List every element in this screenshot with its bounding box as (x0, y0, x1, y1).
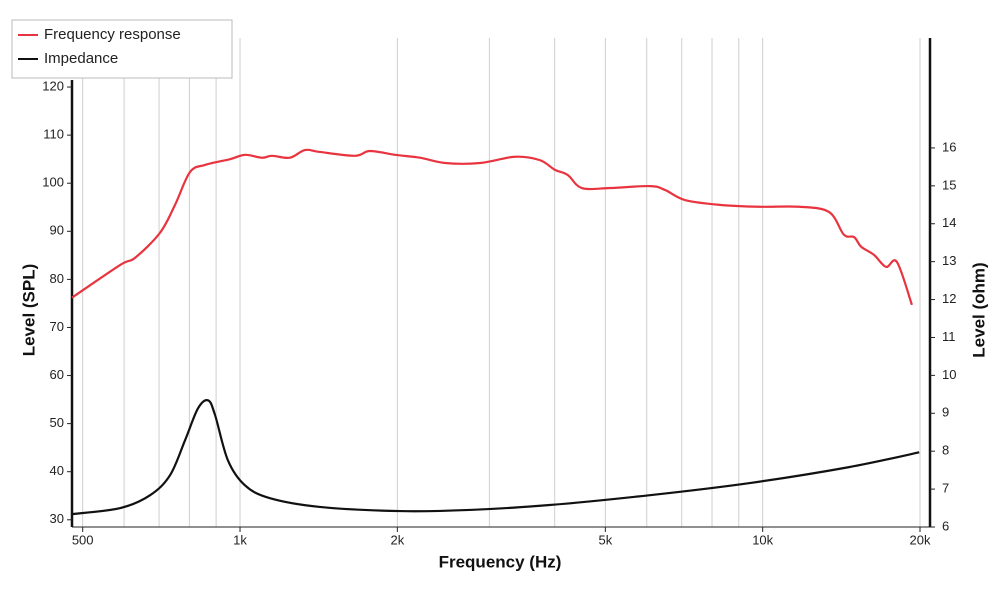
y-tick-label: 80 (50, 271, 64, 286)
x-axis-label: Frequency (Hz) (439, 552, 562, 571)
y-tick-label: 100 (42, 175, 64, 190)
y-tick-label: 120 (42, 78, 64, 93)
y2-tick-label: 14 (942, 215, 956, 230)
series-line (71, 399, 920, 516)
y2-axis-label: Level (ohm) (969, 262, 988, 357)
x-tick-label: 2k (390, 532, 404, 547)
y2-tick-label: 12 (942, 291, 956, 306)
y2-tick-label: 9 (942, 405, 949, 420)
y-tick-label: 50 (50, 415, 64, 430)
legend-box (11, 19, 233, 79)
y-tick-label: 40 (50, 463, 64, 478)
y2-tick-label: 7 (942, 481, 949, 496)
y2-tick-label: 13 (942, 253, 956, 268)
y-tick-label: 110 (43, 127, 64, 142)
x-tick-label: 1k (233, 532, 247, 547)
legend-label: Impedance (44, 50, 118, 67)
y2-tick-label: 6 (942, 518, 949, 533)
y-tick-label: 70 (50, 319, 64, 334)
x-tick-label: 10k (752, 532, 773, 547)
x-tick-label: 500 (72, 532, 94, 547)
y2-tick-label: 11 (942, 329, 956, 344)
y-tick-label: 90 (50, 223, 64, 238)
y-tick-label: 60 (50, 367, 64, 382)
y2-tick-label: 15 (942, 177, 956, 192)
legend-label: Frequency response (44, 26, 181, 43)
y2-tick-label: 10 (942, 367, 956, 382)
y-axis-label: Level (SPL) (19, 264, 38, 357)
x-tick-label: 5k (598, 532, 612, 547)
y2-tick-label: 16 (942, 139, 956, 154)
y2-tick-label: 8 (942, 443, 949, 458)
series-line (71, 148, 913, 306)
y-tick-label: 30 (50, 511, 64, 526)
x-tick-label: 20k (910, 532, 931, 547)
